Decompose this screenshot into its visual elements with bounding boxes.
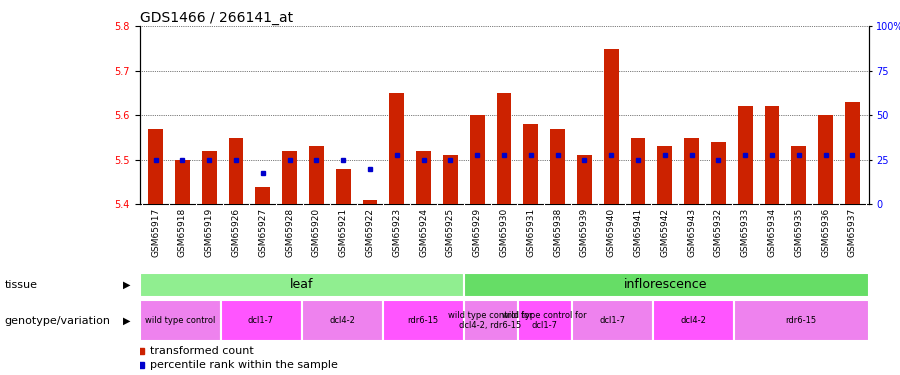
Bar <box>684 138 699 204</box>
Bar <box>302 300 382 341</box>
Text: GSM65938: GSM65938 <box>554 208 562 257</box>
Bar <box>443 155 458 204</box>
Text: genotype/variation: genotype/variation <box>4 316 111 326</box>
Bar <box>631 138 645 204</box>
Bar <box>390 93 404 204</box>
Bar <box>416 151 431 204</box>
Bar <box>765 106 779 204</box>
Text: GSM65920: GSM65920 <box>312 208 321 257</box>
Bar <box>711 142 725 204</box>
Bar <box>464 300 518 341</box>
Text: inflorescence: inflorescence <box>625 279 707 291</box>
Bar <box>175 160 190 204</box>
Text: GSM65921: GSM65921 <box>338 208 347 257</box>
Text: leaf: leaf <box>290 279 313 291</box>
Text: GSM65925: GSM65925 <box>446 208 454 257</box>
Text: GSM65919: GSM65919 <box>204 208 213 257</box>
Text: rdr6-15: rdr6-15 <box>786 316 816 325</box>
Bar <box>734 300 868 341</box>
Bar <box>470 116 484 204</box>
Text: GSM65939: GSM65939 <box>580 208 589 257</box>
Bar <box>818 116 833 204</box>
Text: GSM65929: GSM65929 <box>472 208 482 257</box>
Bar <box>572 300 652 341</box>
Bar <box>577 155 592 204</box>
Bar <box>524 124 538 204</box>
Text: GSM65935: GSM65935 <box>795 208 804 257</box>
Bar <box>202 151 217 204</box>
Text: GSM65930: GSM65930 <box>500 208 508 257</box>
Text: GSM65918: GSM65918 <box>178 208 187 257</box>
Text: GSM65924: GSM65924 <box>419 208 428 257</box>
Bar <box>336 169 351 204</box>
Bar <box>604 48 618 204</box>
Bar <box>657 147 672 204</box>
Text: GSM65928: GSM65928 <box>285 208 294 257</box>
Text: GSM65926: GSM65926 <box>231 208 240 257</box>
Text: GSM65936: GSM65936 <box>821 208 830 257</box>
Bar <box>140 300 220 341</box>
Text: GSM65937: GSM65937 <box>848 208 857 257</box>
Bar <box>550 129 565 204</box>
Bar <box>845 102 859 204</box>
Text: GSM65941: GSM65941 <box>634 208 643 257</box>
Text: transformed count: transformed count <box>150 346 254 356</box>
Text: percentile rank within the sample: percentile rank within the sample <box>150 360 338 370</box>
Bar <box>738 106 752 204</box>
Text: wild type control: wild type control <box>145 316 215 325</box>
Text: dcl1-7: dcl1-7 <box>599 316 625 325</box>
Bar <box>518 300 572 341</box>
Text: GSM65933: GSM65933 <box>741 208 750 257</box>
Text: GSM65942: GSM65942 <box>661 208 670 257</box>
Text: dcl4-2: dcl4-2 <box>329 316 355 325</box>
Text: dcl4-2: dcl4-2 <box>680 316 706 325</box>
Bar <box>382 300 464 341</box>
Text: tissue: tissue <box>4 280 38 290</box>
Bar <box>283 151 297 204</box>
Bar <box>464 273 868 297</box>
Text: GSM65934: GSM65934 <box>768 208 777 257</box>
Text: GSM65917: GSM65917 <box>151 208 160 257</box>
Text: ▶: ▶ <box>123 316 130 326</box>
Text: wild type control for
dcl1-7: wild type control for dcl1-7 <box>502 311 587 330</box>
Text: wild type control for
dcl4-2, rdr6-15: wild type control for dcl4-2, rdr6-15 <box>448 311 533 330</box>
Text: GSM65932: GSM65932 <box>714 208 723 257</box>
Text: ▶: ▶ <box>123 280 130 290</box>
Bar <box>229 138 243 204</box>
Text: GSM65922: GSM65922 <box>365 208 374 257</box>
Bar <box>309 147 324 204</box>
Bar <box>256 186 270 204</box>
Text: dcl1-7: dcl1-7 <box>248 316 274 325</box>
Bar <box>791 147 806 204</box>
Bar <box>652 300 734 341</box>
Bar <box>148 129 163 204</box>
Bar <box>497 93 511 204</box>
Text: GSM65927: GSM65927 <box>258 208 267 257</box>
Text: GSM65931: GSM65931 <box>526 208 536 257</box>
Bar <box>140 273 464 297</box>
Text: GSM65940: GSM65940 <box>607 208 616 257</box>
Text: GSM65923: GSM65923 <box>392 208 401 257</box>
Bar <box>363 200 377 204</box>
Text: GSM65943: GSM65943 <box>687 208 696 257</box>
Bar <box>220 300 302 341</box>
Text: GDS1466 / 266141_at: GDS1466 / 266141_at <box>140 11 292 25</box>
Text: rdr6-15: rdr6-15 <box>408 316 438 325</box>
